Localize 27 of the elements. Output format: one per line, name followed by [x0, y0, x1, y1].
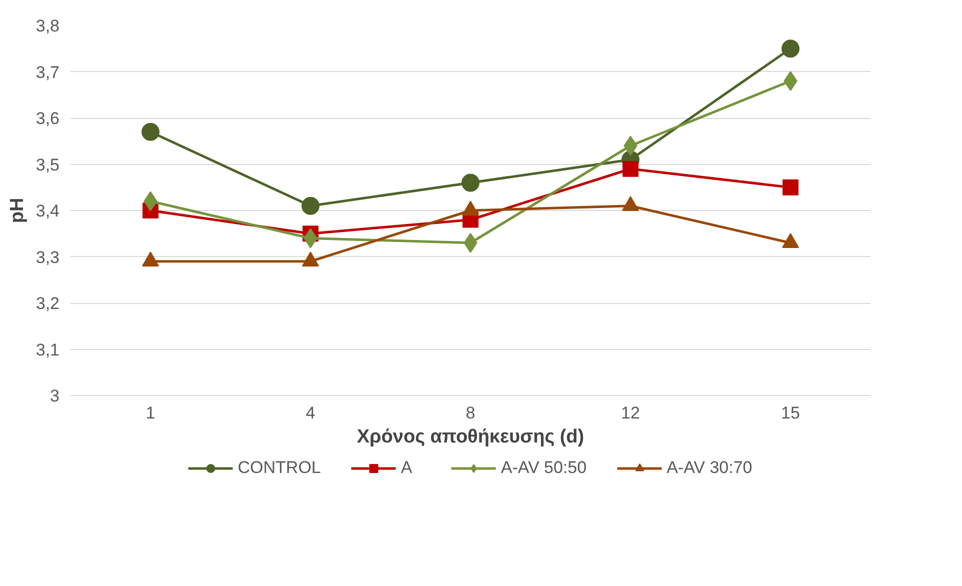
- y-axis-title: pH: [6, 198, 28, 224]
- legend-label: A-AV 50:50: [500, 458, 587, 478]
- y-tick-label: 3,6: [36, 109, 60, 128]
- x-tick-label: 4: [306, 404, 316, 422]
- point: [782, 179, 798, 196]
- legend-label: A: [400, 458, 414, 478]
- y-tick-label: 3,2: [36, 294, 60, 313]
- legend-label: A-AV 30:70: [666, 458, 752, 478]
- x-axis-title: Χρόνος αποθήκευσης (d): [356, 426, 584, 448]
- y-tick-label: 3,5: [36, 155, 60, 174]
- x-tick-label: 15: [781, 404, 800, 422]
- point: [782, 40, 800, 58]
- y-tick-label: 3,4: [36, 202, 60, 220]
- point: [622, 160, 638, 177]
- y-tick-label: 3,1: [36, 340, 60, 360]
- point: [142, 122, 160, 141]
- x-tick-label: 12: [621, 404, 640, 422]
- y-tick-label: 3,8: [36, 16, 60, 36]
- x-tick-label: 8: [466, 404, 476, 422]
- point: [302, 196, 320, 215]
- point: [462, 174, 480, 192]
- point: [784, 71, 798, 91]
- y-tick-label: 3: [50, 386, 60, 406]
- y-tick-label: 3,3: [36, 248, 60, 267]
- x-tick-label: 1: [146, 404, 156, 422]
- legend-label: CONTROL: [238, 458, 321, 478]
- y-tick-label: 3,7: [36, 62, 60, 82]
